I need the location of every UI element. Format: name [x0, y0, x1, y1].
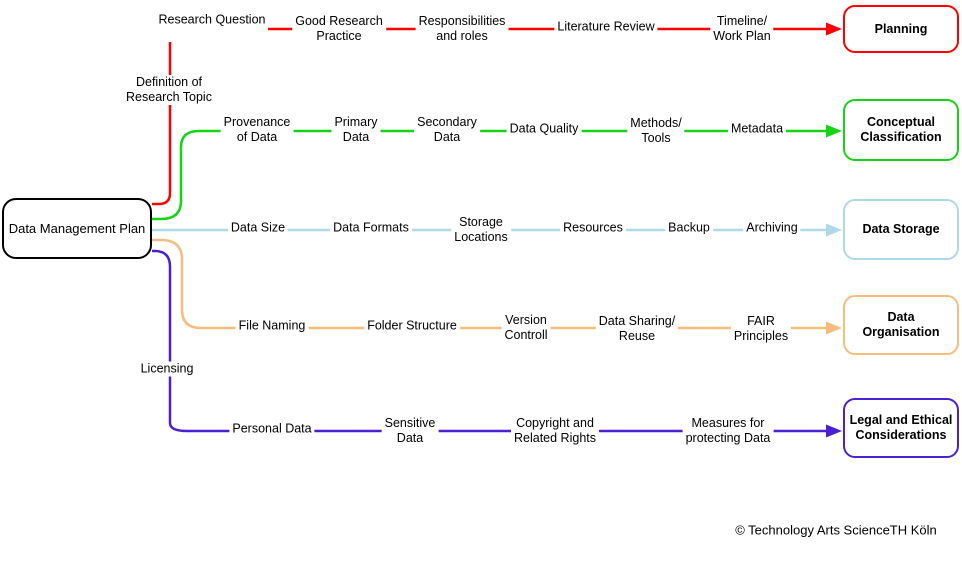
node-storage-locations: Storage Locations: [451, 215, 511, 245]
data-organisation-box: Data Organisation: [843, 295, 959, 355]
planning-stem-line: [152, 42, 172, 206]
node-literature-review: Literature Review: [554, 19, 658, 35]
data-organisation-box-label: Data Organisation: [862, 310, 940, 339]
legal-branch-line: [152, 249, 826, 433]
node-research-question: Research Question: [155, 12, 269, 28]
node-sensitive-data: Sensitive Data: [381, 416, 439, 446]
conceptual-branch-line: [152, 129, 826, 221]
organisation-branch-line: [152, 238, 826, 330]
node-responsibilities-and-roles: Responsibilities and roles: [415, 14, 509, 44]
conceptual-classification-box-label: Conceptual Classification: [860, 115, 942, 144]
organisation-arrowhead-icon: [826, 321, 842, 335]
root-node-data-management-plan: Data Management Plan: [2, 198, 152, 259]
node-personal-data: Personal Data: [229, 421, 315, 437]
node-data-sharing-reuse: Data Sharing/ Reuse: [595, 314, 679, 344]
legal-ethical-considerations-box-label: Legal and Ethical Considerations: [849, 413, 953, 442]
node-good-research-practice: Good Research Practice: [292, 14, 386, 44]
planning-box-label: Planning: [874, 21, 928, 36]
node-resources: Resources: [560, 220, 626, 236]
copyright-text: © Technology Arts ScienceTH Köln: [735, 522, 937, 538]
node-backup: Backup: [665, 220, 713, 236]
node-folder-structure: Folder Structure: [364, 318, 460, 334]
data-storage-box: Data Storage: [843, 199, 959, 260]
legal-arrowhead-icon: [826, 424, 842, 438]
root-node-label: Data Management Plan: [8, 221, 146, 236]
data-storage-box-label: Data Storage: [862, 222, 940, 236]
node-licensing: Licensing: [137, 361, 197, 377]
node-definition-of-research-topic: Definition of Research Topic: [123, 75, 215, 105]
conceptual-arrowhead-icon: [826, 124, 842, 138]
node-provenance-of-data: Provenance of Data: [220, 115, 294, 145]
node-primary-data: Primary Data: [331, 115, 381, 145]
storage-arrowhead-icon: [826, 223, 842, 237]
node-data-size: Data Size: [227, 220, 289, 236]
planning-box: Planning: [843, 5, 959, 53]
node-secondary-data: Secondary Data: [414, 115, 480, 145]
node-metadata: Metadata: [727, 121, 787, 137]
planning-arrowhead-icon: [826, 22, 842, 36]
node-archiving: Archiving: [743, 220, 801, 236]
node-file-naming: File Naming: [235, 318, 309, 334]
node-copyright-and-related-rights: Copyright and Related Rights: [511, 416, 599, 446]
node-version-controll: Version Controll: [501, 313, 551, 343]
conceptual-classification-box: Conceptual Classification: [843, 99, 959, 161]
node-measures-for-protecting-data: Measures for protecting Data: [682, 416, 774, 446]
node-data-quality: Data Quality: [506, 121, 582, 137]
node-methods-tools: Methods/ Tools: [627, 116, 685, 146]
node-data-formats: Data Formats: [330, 220, 412, 236]
legal-ethical-considerations-box: Legal and Ethical Considerations: [843, 398, 959, 458]
node-timeline-work-plan: Timeline/ Work Plan: [710, 14, 774, 44]
node-fair-principles: FAIR Principles: [730, 314, 792, 344]
